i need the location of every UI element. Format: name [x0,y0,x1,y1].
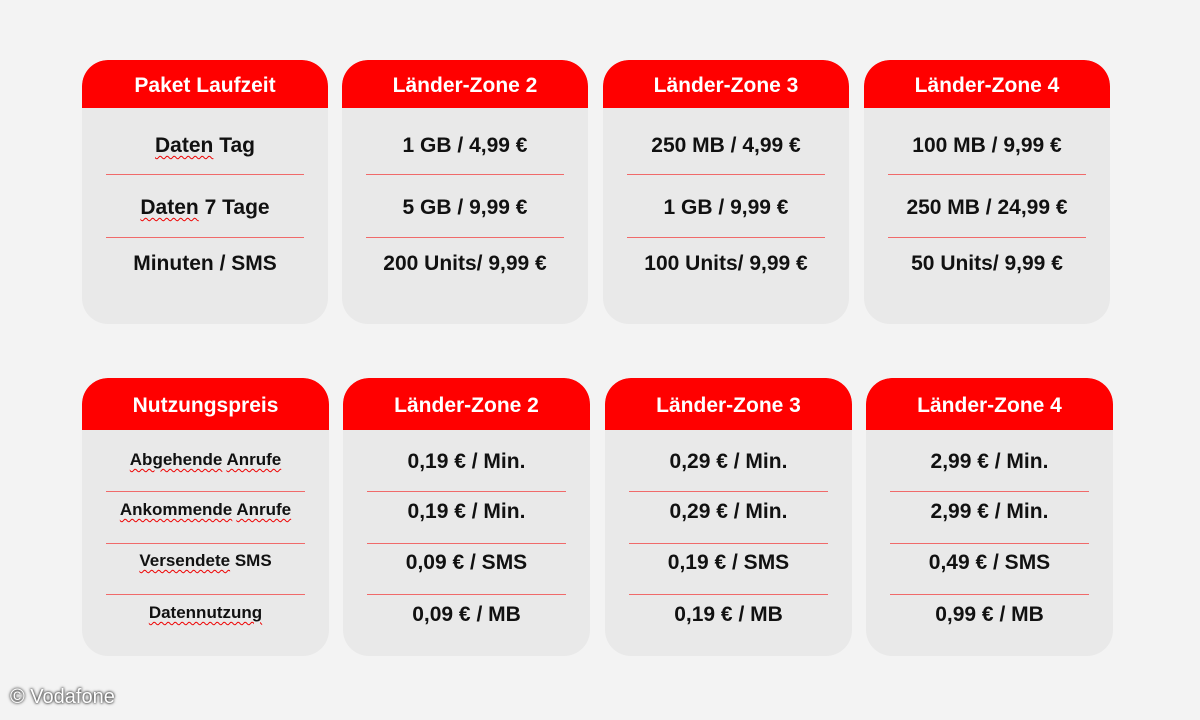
bottom-card-0: Nutzungspreis Abgehende Anrufe Ankommende … [82,378,329,656]
label-word: Daten [155,134,214,157]
row-value: 0,09 € / MB [412,603,521,626]
row-value: 200 Units/ 9,99 € [383,252,547,275]
row-value: 0,99 € / MB [935,603,1044,626]
row-value: 0,19 € / Min. [407,500,526,523]
row-divider [890,594,1089,595]
label-word: SMS [234,551,272,570]
row-divider [629,543,828,544]
row-divider [367,543,566,544]
label-word: Anrufe [226,450,282,469]
bottom-card-1: Länder-Zone 2 0,19 € / Min. 0,19 € / Min. 0… [343,378,590,656]
row-value: 50 Units/ 9,99 € [911,252,1063,275]
row-label: Abgehende Anrufe [82,450,329,470]
label-word: Daten [140,196,199,219]
row-divider [106,594,305,595]
card-header: Länder-Zone 2 [343,378,590,430]
row-value: 5 GB / 9,99 € [402,196,528,219]
row-value: 0,19 € / SMS [667,551,790,574]
label-word: Versendete [139,551,231,570]
top-card-0: Paket Laufzeit Daten Tag Daten 7 Tage Minut… [82,60,328,324]
row-label: Daten 7 Tage [82,196,328,220]
bottom-card-2: Länder-Zone 3 0,29 € / Min. 0,29 € / Min. 0… [605,378,852,656]
label-word: Anrufe [236,500,292,519]
row-value: 0,29 € / Min. [669,450,788,473]
row-divider [367,491,566,492]
row-divider [627,237,825,238]
top-card-3: Länder-Zone 4 100 MB / 9,99 € 250 MB / 24,… [864,60,1110,324]
row-value: 100 MB / 9,99 € [912,134,1062,157]
card-header: Länder-Zone 4 [864,60,1110,108]
label-word: 7 [204,196,217,219]
row-value: 2,99 € / Min. [930,450,1049,473]
label-word: Ankommende [119,500,233,519]
row-divider [366,174,564,175]
row-label: Ankommende Anrufe [82,500,329,520]
row-value: 0,49 € / SMS [928,551,1051,574]
row-label: Minuten / SMS [82,252,328,276]
row-value: 0,19 € / Min. [407,450,526,473]
row-divider [890,543,1089,544]
row-divider [627,174,825,175]
row-divider [629,594,828,595]
row-divider [888,174,1086,175]
row-divider [366,237,564,238]
row-divider [890,491,1089,492]
card-header: Länder-Zone 3 [605,378,852,430]
row-value: 250 MB / 4,99 € [651,134,801,157]
card-header: Paket Laufzeit [82,60,328,108]
row-value: 0,09 € / SMS [405,551,528,574]
row-value: 1 GB / 9,99 € [663,196,789,219]
top-card-2: Länder-Zone 3 250 MB / 4,99 € 1 GB / 9,99 … [603,60,849,324]
row-label: Versendete SMS [82,551,329,571]
label-word: Tag [219,134,255,157]
label-word: Datennutzung [148,603,263,622]
row-value: 1 GB / 4,99 € [402,134,528,157]
card-header: Länder-Zone 2 [342,60,588,108]
row-value: 100 Units/ 9,99 € [644,252,808,275]
top-card-1: Länder-Zone 2 1 GB / 4,99 € 5 GB / 9,99 € 2… [342,60,588,324]
row-divider [367,594,566,595]
copyright-credit: © Vodafone [10,686,115,708]
label-word: Abgehende [129,450,223,469]
card-header: Nutzungspreis [82,378,329,430]
row-label: Datennutzung [82,603,329,623]
row-divider [888,237,1086,238]
card-header: Länder-Zone 4 [866,378,1113,430]
row-label: Daten Tag [82,134,328,158]
row-value: 0,19 € / MB [674,603,783,626]
label-word: Minuten [133,252,214,275]
row-value: 2,99 € / Min. [930,500,1049,523]
row-divider [106,174,304,175]
row-value: 250 MB / 24,99 € [906,196,1068,219]
bottom-card-3: Länder-Zone 4 2,99 € / Min. 2,99 € / Min. 0… [866,378,1113,656]
card-header: Länder-Zone 3 [603,60,849,108]
row-divider [106,237,304,238]
row-divider [106,491,305,492]
label-word: / [219,252,226,275]
label-word: Tage [222,196,270,219]
label-word: SMS [231,252,277,275]
row-divider [106,543,305,544]
row-value: 0,29 € / Min. [669,500,788,523]
row-divider [629,491,828,492]
